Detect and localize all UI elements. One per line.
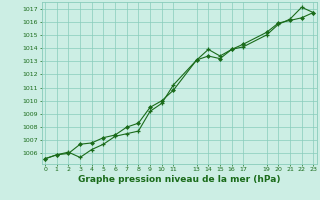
- X-axis label: Graphe pression niveau de la mer (hPa): Graphe pression niveau de la mer (hPa): [78, 175, 280, 184]
